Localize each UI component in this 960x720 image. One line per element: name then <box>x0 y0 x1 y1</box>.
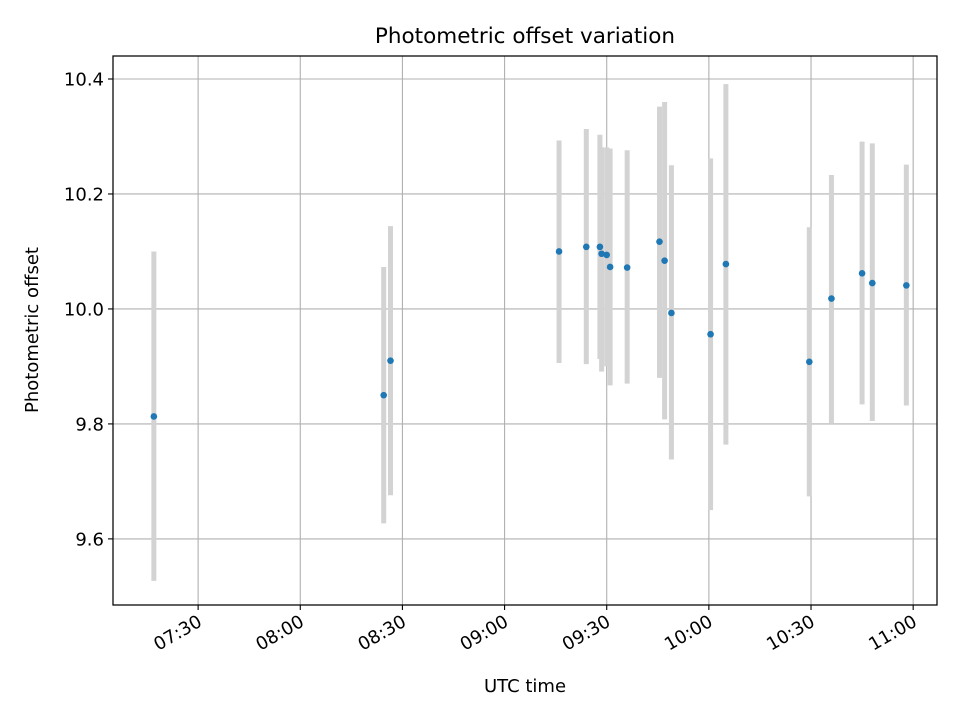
y-axis-label: Photometric offset <box>22 247 43 413</box>
data-point <box>661 257 668 264</box>
grid <box>113 56 937 605</box>
x-axis-ticks: 07:30 08:00 08:30 09:00 09:30 10:00 10:30 11:00 <box>150 605 921 655</box>
data-point <box>668 309 675 317</box>
y-tick-label: 9.6 <box>75 529 104 550</box>
x-tick-label: 09:00 <box>457 611 512 655</box>
plot-frame <box>112 55 938 606</box>
data-point <box>623 264 631 271</box>
x-tick-label: 08:00 <box>252 611 307 655</box>
error-bars <box>151 84 909 581</box>
data-point <box>582 243 590 251</box>
data-point <box>903 282 910 289</box>
y-tick-label: 10.0 <box>64 299 104 320</box>
data-point <box>656 238 663 245</box>
chart-title: Photometric offset variation <box>375 24 675 49</box>
data-point <box>596 243 604 251</box>
data-point <box>858 270 866 277</box>
data-point <box>707 330 714 338</box>
data-point <box>722 260 730 268</box>
data-point <box>806 358 813 366</box>
data-point <box>555 248 563 255</box>
data-point <box>606 263 614 271</box>
x-tick-label: 09:30 <box>559 611 614 655</box>
y-tick-label: 9.8 <box>75 414 104 435</box>
data-point <box>380 391 387 399</box>
data-point <box>828 295 835 302</box>
x-tick-label: 10:00 <box>661 611 716 655</box>
data-point <box>387 357 394 364</box>
data-point <box>869 279 876 287</box>
data-point <box>598 250 605 258</box>
y-tick-label: 10.4 <box>64 69 104 90</box>
y-axis-ticks: 9.6 9.8 10.0 10.2 10.4 <box>64 69 113 550</box>
data-points <box>150 238 910 420</box>
x-tick-label: 11:00 <box>865 611 920 655</box>
y-tick-label: 10.2 <box>64 184 104 205</box>
x-axis-label: UTC time <box>484 676 566 697</box>
data-point <box>150 413 158 420</box>
x-tick-label: 07:30 <box>150 611 205 655</box>
data-point <box>603 251 611 259</box>
x-tick-label: 10:30 <box>763 611 818 655</box>
x-tick-label: 08:30 <box>354 611 409 655</box>
